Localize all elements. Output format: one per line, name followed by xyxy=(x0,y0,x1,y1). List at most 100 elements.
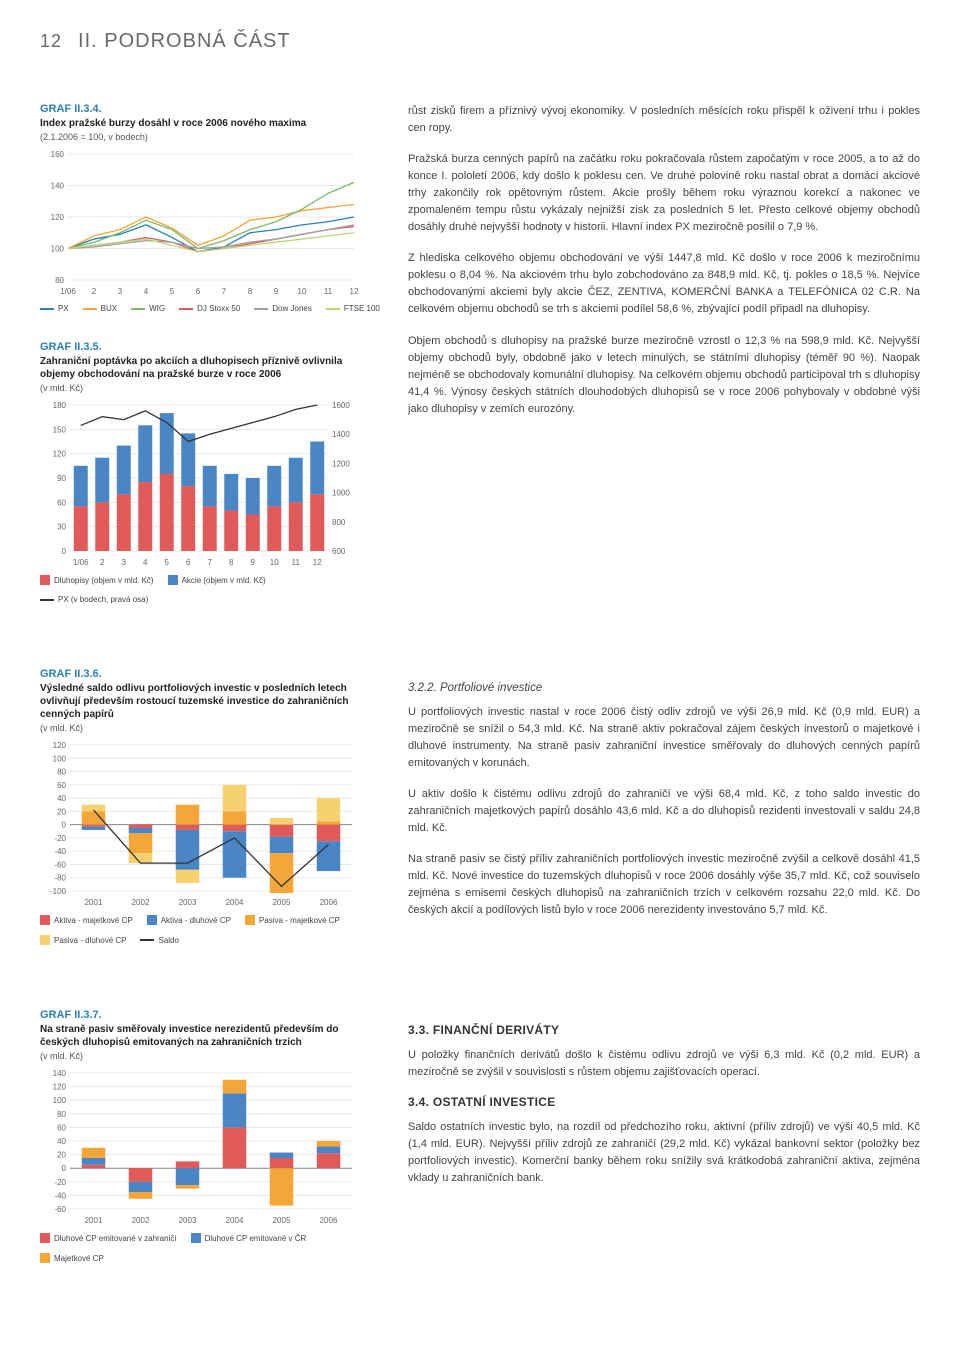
svg-text:1000: 1000 xyxy=(332,489,350,498)
svg-text:11: 11 xyxy=(324,287,333,296)
svg-text:2003: 2003 xyxy=(179,898,197,907)
legend-swatch xyxy=(140,939,154,941)
legend-item: PX xyxy=(40,304,69,313)
svg-text:2002: 2002 xyxy=(132,898,150,907)
legend-item: FTSE 100 xyxy=(326,304,380,313)
svg-text:2006: 2006 xyxy=(320,1216,338,1225)
svg-text:9: 9 xyxy=(251,558,256,567)
legend-item: Akcie (objem v mld. Kč) xyxy=(168,575,266,585)
body-text-col-1: růst zisků firem a příznivý vývoj ekonom… xyxy=(408,103,920,632)
page-header: 12 II. PODROBNÁ ČÁST xyxy=(40,30,920,53)
legend-item: Aktiva - majetkové CP xyxy=(40,915,133,925)
svg-text:0: 0 xyxy=(62,1164,67,1173)
legend-swatch xyxy=(40,308,54,310)
svg-text:11: 11 xyxy=(292,558,301,567)
svg-text:60: 60 xyxy=(57,781,66,790)
svg-text:90: 90 xyxy=(57,474,66,483)
svg-text:0: 0 xyxy=(62,821,67,830)
svg-text:20: 20 xyxy=(57,807,66,816)
legend-item: Aktiva - dluhové CP xyxy=(147,915,231,925)
paragraph: Pražská burza cenných papírů na začátku … xyxy=(408,151,920,236)
svg-text:4: 4 xyxy=(144,287,149,296)
svg-text:60: 60 xyxy=(57,498,66,507)
svg-text:20: 20 xyxy=(57,1151,66,1160)
svg-text:2004: 2004 xyxy=(226,898,244,907)
svg-text:2: 2 xyxy=(100,558,105,567)
svg-text:180: 180 xyxy=(53,401,67,410)
legend-label: Dluhopisy (objem v mld. Kč) xyxy=(54,576,154,585)
chart-canvas: -60-40-200204060801001201402001200220032… xyxy=(40,1067,380,1227)
svg-text:8: 8 xyxy=(229,558,234,567)
svg-text:5: 5 xyxy=(170,287,175,296)
chart-label: GRAF II.3.4. xyxy=(40,103,380,115)
svg-text:-100: -100 xyxy=(50,887,67,896)
svg-text:140: 140 xyxy=(53,1069,67,1078)
legend-item: Majetkové CP xyxy=(40,1253,104,1263)
legend-item: Saldo xyxy=(140,935,178,945)
paragraph: U portfoliových investic nastal v roce 2… xyxy=(408,704,920,772)
svg-text:40: 40 xyxy=(57,794,66,803)
chart-canvas: 801001201401601/0623456789101112 xyxy=(40,148,380,298)
legend-swatch xyxy=(326,308,340,310)
svg-text:800: 800 xyxy=(332,518,346,527)
svg-text:9: 9 xyxy=(274,287,279,296)
svg-text:120: 120 xyxy=(51,213,65,222)
svg-text:3: 3 xyxy=(118,287,123,296)
paragraph: Saldo ostatních investic bylo, na rozdíl… xyxy=(408,1119,920,1187)
svg-text:7: 7 xyxy=(208,558,213,567)
svg-text:60: 60 xyxy=(57,1123,66,1132)
svg-text:1200: 1200 xyxy=(332,459,350,468)
svg-text:10: 10 xyxy=(298,287,307,296)
svg-text:-40: -40 xyxy=(54,847,66,856)
legend-label: Dluhové CP emitované v zahraničí xyxy=(54,1234,177,1243)
svg-text:2001: 2001 xyxy=(85,898,103,907)
svg-text:-60: -60 xyxy=(54,1205,66,1214)
legend-item: BUX xyxy=(83,304,117,313)
svg-text:2006: 2006 xyxy=(320,898,338,907)
heading: 3.3. FINANČNÍ DERIVÁTY xyxy=(408,1023,920,1037)
svg-text:8: 8 xyxy=(248,287,253,296)
svg-text:80: 80 xyxy=(57,768,66,777)
svg-text:150: 150 xyxy=(53,425,67,434)
legend-swatch xyxy=(245,915,255,925)
legend-item: PX (v bodech, pravá osa) xyxy=(40,595,148,604)
chart-title: Na straně pasiv směřovaly investice nere… xyxy=(40,1023,380,1049)
svg-text:2005: 2005 xyxy=(273,898,291,907)
svg-text:1600: 1600 xyxy=(332,401,350,410)
svg-text:600: 600 xyxy=(332,547,346,556)
legend-swatch xyxy=(168,575,178,585)
chart-subtitle: (2.1.2006 = 100, v bodech) xyxy=(40,132,380,142)
legend-item: DJ Stoxx 50 xyxy=(179,304,240,313)
page-number: 12 xyxy=(40,31,62,52)
legend-label: BUX xyxy=(101,304,117,313)
svg-text:6: 6 xyxy=(186,558,191,567)
legend-label: DJ Stoxx 50 xyxy=(197,304,240,313)
legend-swatch xyxy=(191,1233,201,1243)
chart-legend: Aktiva - majetkové CP Aktiva - dluhové CP… xyxy=(40,915,380,945)
svg-text:1400: 1400 xyxy=(332,430,350,439)
chart-ii-3-6: GRAF II.3.6. Výsledné saldo odlivu portf… xyxy=(40,668,380,945)
body-text-col-3: 3.3. FINANČNÍ DERIVÁTY U položky finančn… xyxy=(408,1009,920,1291)
chart-canvas: 030609012015018060080010001200140016001/… xyxy=(40,399,380,569)
legend-label: Majetkové CP xyxy=(54,1254,104,1263)
legend-label: Pasiva - majetkové CP xyxy=(259,916,340,925)
legend-label: PX xyxy=(58,304,69,313)
svg-text:100: 100 xyxy=(53,1096,67,1105)
svg-text:120: 120 xyxy=(53,741,67,750)
chart-label: GRAF II.3.6. xyxy=(40,668,380,680)
legend-swatch xyxy=(40,915,50,925)
chart-canvas: -100-80-60-40-20020406080100120200120022… xyxy=(40,739,380,909)
legend-label: Akcie (objem v mld. Kč) xyxy=(182,576,266,585)
svg-text:0: 0 xyxy=(62,547,67,556)
legend-swatch xyxy=(254,308,268,310)
heading: 3.4. OSTATNÍ INVESTICE xyxy=(408,1095,920,1109)
svg-text:-40: -40 xyxy=(54,1191,66,1200)
paragraph: Na straně pasiv se čistý příliv zahranič… xyxy=(408,851,920,919)
svg-text:12: 12 xyxy=(313,558,322,567)
legend-label: Dluhové CP emitované v ČR xyxy=(205,1234,307,1243)
chart-legend: Dluhopisy (objem v mld. Kč) Akcie (objem … xyxy=(40,575,380,604)
legend-label: Aktiva - majetkové CP xyxy=(54,916,133,925)
svg-text:4: 4 xyxy=(143,558,148,567)
svg-text:2: 2 xyxy=(92,287,97,296)
paragraph: U položky finančních derivátů došlo k či… xyxy=(408,1047,920,1081)
